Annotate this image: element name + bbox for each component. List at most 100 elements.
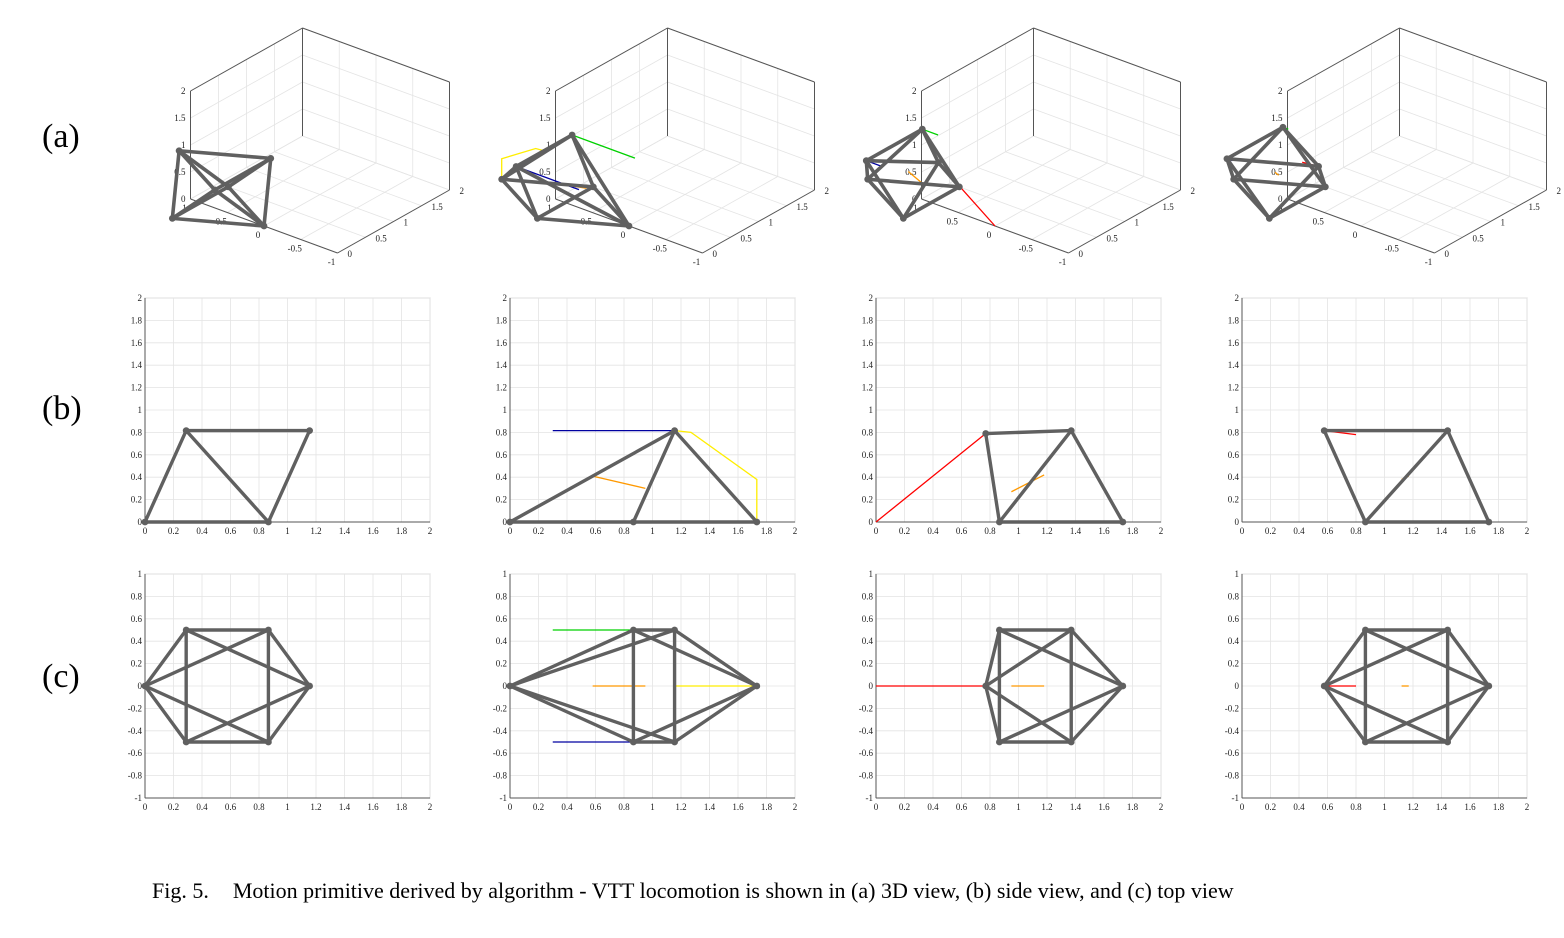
x-tick-label: -1 <box>328 257 336 267</box>
node <box>753 682 761 690</box>
node <box>182 626 190 634</box>
x-tick-label: 0.2 <box>168 526 179 536</box>
node <box>1444 427 1452 435</box>
strut <box>212 188 266 228</box>
node <box>753 518 761 526</box>
strut <box>631 628 759 688</box>
y-tick-label: 1 <box>769 218 774 228</box>
strut <box>936 160 962 189</box>
grid-line <box>555 54 668 119</box>
strut <box>1322 684 1368 744</box>
grid-line <box>667 135 815 191</box>
y-tick-label: 1 <box>869 569 874 579</box>
x-tick-label: 1.8 <box>1127 802 1139 812</box>
y-tick-label: -0.8 <box>493 771 508 781</box>
strut <box>1069 428 1125 524</box>
x-tick-label: 1.2 <box>1041 802 1052 812</box>
y-tick-label: 0.2 <box>1228 495 1239 505</box>
y-tick-label: 0.6 <box>496 450 508 460</box>
grid-line <box>302 54 450 110</box>
y-tick-label: 1.5 <box>1163 202 1175 212</box>
node <box>1067 626 1075 634</box>
x-tick-label: -1 <box>1425 257 1433 267</box>
y-tick-label: 1.8 <box>862 315 874 325</box>
node <box>533 214 541 222</box>
y-tick-label: 1 <box>1501 218 1506 228</box>
x-tick-label: 0.4 <box>196 526 208 536</box>
x-tick-label: 1.4 <box>339 802 351 812</box>
strut <box>865 177 962 189</box>
axis-line <box>921 27 1034 92</box>
x-tick-label: 2 <box>793 526 798 536</box>
z-tick-label: 2 <box>181 86 186 96</box>
z-tick-label: 2 <box>546 86 551 96</box>
strut <box>184 628 312 688</box>
panel-top-3: 0 0.2 0.4 0.6 0.8 1 1.2 1.4 1.6 1.8 2 -1 -0.8 -0.6 -0.… <box>859 569 1164 812</box>
x-tick-label: 1.2 <box>310 802 321 812</box>
strut <box>1225 156 1321 169</box>
axis-line <box>337 189 450 254</box>
strut <box>1363 628 1491 688</box>
x-tick-label: -0.5 <box>1019 244 1034 254</box>
x-tick-label: 1 <box>650 526 655 536</box>
y-tick-label: 1.8 <box>131 315 143 325</box>
row-label-c: (c) <box>42 658 80 695</box>
node <box>1444 626 1452 634</box>
node <box>982 430 990 437</box>
y-tick-label: 1.5 <box>1529 202 1541 212</box>
node <box>625 222 633 230</box>
y-tick-label: 1 <box>404 218 409 228</box>
y-tick-label: 2 <box>460 186 465 196</box>
x-tick-label: 1.4 <box>704 526 716 536</box>
x-tick-label: -0.5 <box>653 244 668 254</box>
x-tick-label: 1.2 <box>310 526 321 536</box>
strut <box>143 428 188 524</box>
z-tick-label: 1 <box>546 140 551 150</box>
strut <box>984 428 1073 436</box>
grid-line <box>1033 108 1181 164</box>
x-tick-label: 0.6 <box>590 802 602 812</box>
y-tick-label: 1.6 <box>496 338 508 348</box>
y-tick-label: 0.8 <box>862 591 874 601</box>
x-tick-label: 2 <box>1159 526 1164 536</box>
trace-red <box>875 433 987 523</box>
x-tick-label: -0.5 <box>1385 244 1400 254</box>
grid-line <box>302 81 450 137</box>
node <box>935 159 942 166</box>
y-tick-label: 2 <box>1191 186 1196 196</box>
node <box>182 738 190 746</box>
node <box>182 427 190 435</box>
strut <box>864 127 925 163</box>
y-tick-label: 1.2 <box>862 383 873 393</box>
y-tick-label: 0 <box>138 681 143 691</box>
x-tick-label: 1.2 <box>1407 802 1418 812</box>
y-tick-label: 0.5 <box>1473 233 1485 243</box>
strut <box>570 133 631 228</box>
y-tick-label: 1.6 <box>862 338 874 348</box>
x-tick-label: 0 <box>874 802 879 812</box>
y-tick-label: 0.2 <box>1228 659 1239 669</box>
strut <box>266 428 312 524</box>
axis-line <box>190 27 303 92</box>
y-tick-label: 0.8 <box>496 591 508 601</box>
y-tick-label: 0.2 <box>862 659 873 669</box>
strut <box>984 628 1002 688</box>
x-tick-label: 1.2 <box>675 802 686 812</box>
x-tick-label: 1.6 <box>732 526 744 536</box>
grid-line <box>949 182 1097 238</box>
strut <box>1069 628 1125 688</box>
panel-top-4: 0 0.2 0.4 0.6 0.8 1 1.2 1.4 1.6 1.8 2 -1 -0.8 -0.6 -0.… <box>1225 569 1530 812</box>
x-tick-label: 0.4 <box>561 802 573 812</box>
node <box>982 682 990 690</box>
y-tick-label: 0 <box>1445 249 1450 259</box>
z-tick-label: 0.5 <box>539 167 551 177</box>
y-tick-label: -1 <box>866 793 874 803</box>
y-tick-label: 0.4 <box>862 472 874 482</box>
node <box>1067 427 1075 435</box>
grid-line <box>1399 81 1547 137</box>
node <box>568 131 576 139</box>
strut <box>514 164 631 228</box>
y-tick-label: 1.4 <box>131 360 143 370</box>
node <box>862 157 870 165</box>
